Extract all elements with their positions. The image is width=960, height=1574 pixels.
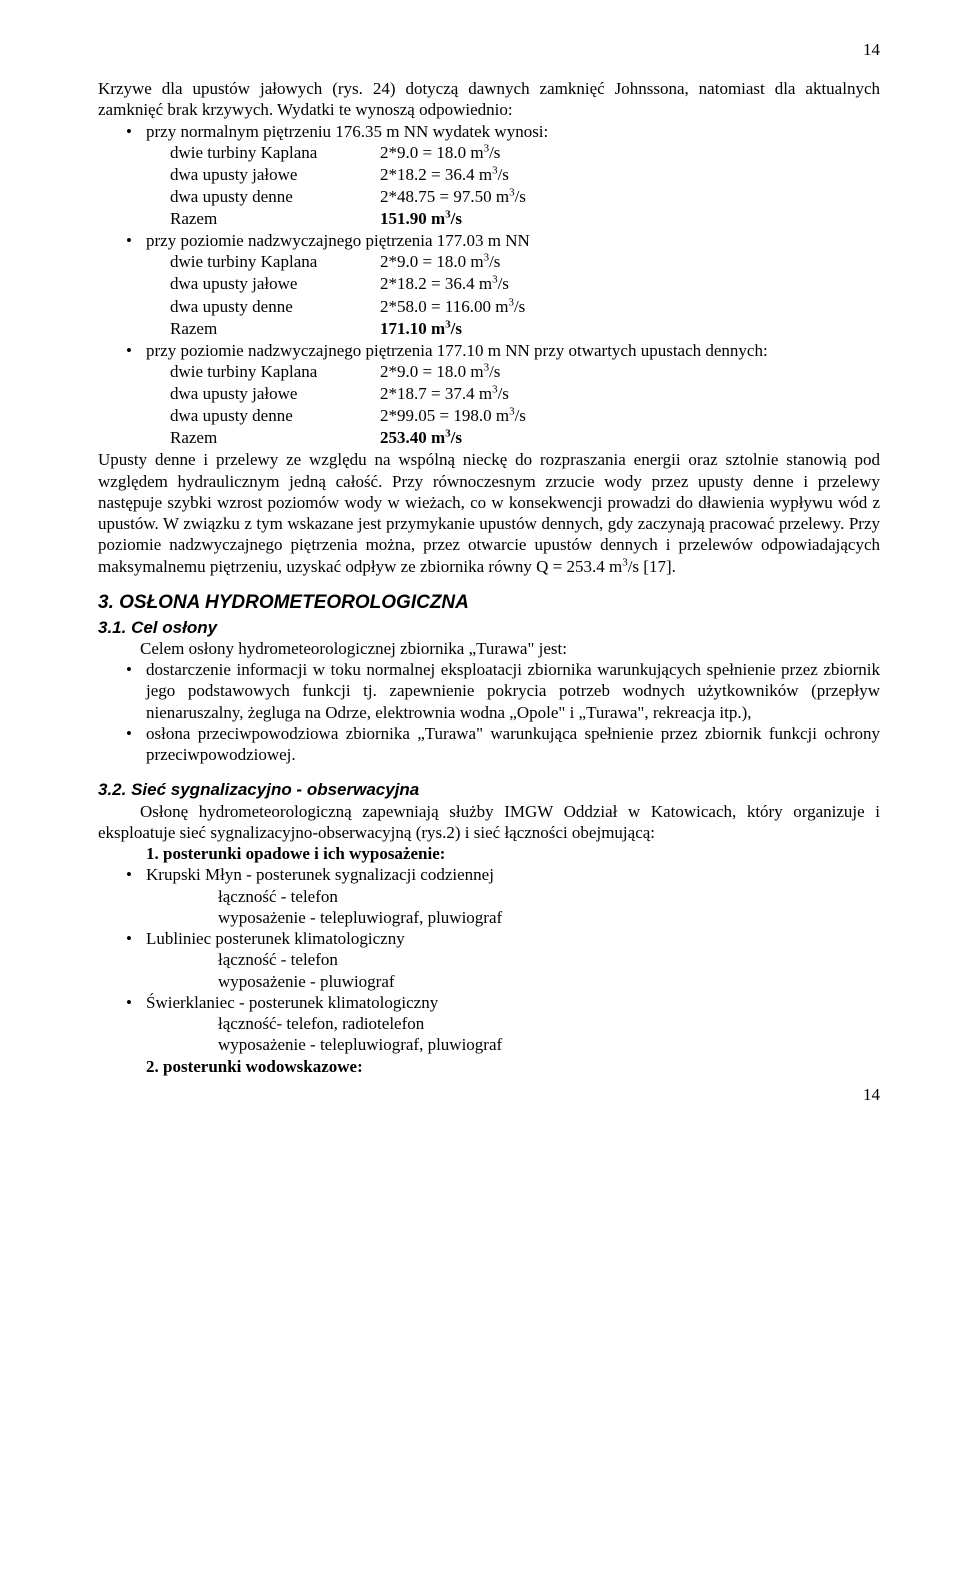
row-label: dwie turbiny Kaplana: [170, 251, 380, 273]
sum-value: 171.10 m3/s: [380, 318, 462, 340]
s31-bullet-2: osłona przeciwpowodziowa zbiornika „Tura…: [98, 723, 880, 766]
bullet-177-10: przy poziomie nadzwyczajnego piętrzenia …: [98, 340, 880, 361]
row-b1-sum: Razem151.90 m3/s: [98, 208, 880, 230]
post-list-2: Lubliniec posterunek klimatologiczny: [98, 928, 880, 949]
s31-intro: Celem osłony hydrometeorologicznej zbior…: [98, 638, 880, 659]
row-value: 2*48.75 = 97.50 m3/s: [380, 186, 526, 208]
sum-value: 253.40 m3/s: [380, 427, 462, 449]
post-list: Krupski Młyn - posterunek sygnalizacji c…: [98, 864, 880, 885]
row-b2-sum: Razem171.10 m3/s: [98, 318, 880, 340]
row-b2-0: dwie turbiny Kaplana2*9.0 = 18.0 m3/s: [98, 251, 880, 273]
expenditure-list: przy normalnym piętrzeniu 176.35 m NN wy…: [98, 121, 880, 142]
post1-l2: wyposażenie - telepluwiograf, pluwiograf: [98, 907, 880, 928]
post-swierklaniec: Świerklaniec - posterunek klimatologiczn…: [98, 992, 880, 1013]
row-value: 2*99.05 = 198.0 m3/s: [380, 405, 526, 427]
sum-label: Razem: [170, 427, 380, 449]
row-label: dwa upusty denne: [170, 296, 380, 318]
page-number-top: 14: [98, 40, 880, 60]
numbered-item-2: 2. posterunki wodowskazowe:: [98, 1056, 880, 1077]
heading-section-3-2: 3.2. Sieć sygnalizacyjno - obserwacyjna: [98, 779, 880, 800]
post2-l2: wyposażenie - pluwiograf: [98, 971, 880, 992]
row-label: dwa upusty denne: [170, 405, 380, 427]
row-value: 2*18.2 = 36.4 m3/s: [380, 273, 509, 295]
page-number-bottom: 14: [98, 1085, 880, 1105]
row-value: 2*18.7 = 37.4 m3/s: [380, 383, 509, 405]
sum-label: Razem: [170, 208, 380, 230]
heading-section-3-1: 3.1. Cel osłony: [98, 617, 880, 638]
row-b3-0: dwie turbiny Kaplana2*9.0 = 18.0 m3/s: [98, 361, 880, 383]
s32-intro: Osłonę hydrometeorologiczną zapewniają s…: [98, 801, 880, 844]
row-label: dwa upusty jałowe: [170, 273, 380, 295]
page: 14 Krzywe dla upustów jałowych (rys. 24)…: [0, 0, 960, 1145]
s31-list: dostarczenie informacji w toku normalnej…: [98, 659, 880, 765]
numbered-item-1: 1. posterunki opadowe i ich wyposażenie:: [98, 843, 880, 864]
post2-l1: łączność - telefon: [98, 949, 880, 970]
row-b1-2: dwa upusty denne2*48.75 = 97.50 m3/s: [98, 186, 880, 208]
bullet-normal-pietrzenie: przy normalnym piętrzeniu 176.35 m NN wy…: [98, 121, 880, 142]
row-b3-2: dwa upusty denne2*99.05 = 198.0 m3/s: [98, 405, 880, 427]
s31-bullet-1: dostarczenie informacji w toku normalnej…: [98, 659, 880, 723]
post-list-3: Świerklaniec - posterunek klimatologiczn…: [98, 992, 880, 1013]
post1-l1: łączność - telefon: [98, 886, 880, 907]
row-b1-0: dwie turbiny Kaplana2*9.0 = 18.0 m3/s: [98, 142, 880, 164]
row-value: 2*9.0 = 18.0 m3/s: [380, 251, 500, 273]
row-b3-sum: Razem253.40 m3/s: [98, 427, 880, 449]
sum-value: 151.90 m3/s: [380, 208, 462, 230]
row-b3-1: dwa upusty jałowe2*18.7 = 37.4 m3/s: [98, 383, 880, 405]
row-b2-2: dwa upusty denne2*58.0 = 116.00 m3/s: [98, 296, 880, 318]
row-label: dwie turbiny Kaplana: [170, 361, 380, 383]
intro-paragraph: Krzywe dla upustów jałowych (rys. 24) do…: [98, 78, 880, 121]
bullet-177-03: przy poziomie nadzwyczajnego piętrzenia …: [98, 230, 880, 251]
row-label: dwie turbiny Kaplana: [170, 142, 380, 164]
row-b1-1: dwa upusty jałowe2*18.2 = 36.4 m3/s: [98, 164, 880, 186]
row-value: 2*9.0 = 18.0 m3/s: [380, 142, 500, 164]
sum-label: Razem: [170, 318, 380, 340]
post-krupski: Krupski Młyn - posterunek sygnalizacji c…: [98, 864, 880, 885]
paragraph-upusty: Upusty denne i przelewy ze względu na ws…: [98, 449, 880, 577]
post3-l2: wyposażenie - telepluwiograf, pluwiograf: [98, 1034, 880, 1055]
expenditure-list-2: przy poziomie nadzwyczajnego piętrzenia …: [98, 230, 880, 251]
row-value: 2*58.0 = 116.00 m3/s: [380, 296, 525, 318]
row-value: 2*9.0 = 18.0 m3/s: [380, 361, 500, 383]
row-b2-1: dwa upusty jałowe2*18.2 = 36.4 m3/s: [98, 273, 880, 295]
row-value: 2*18.2 = 36.4 m3/s: [380, 164, 509, 186]
post-lubliniec: Lubliniec posterunek klimatologiczny: [98, 928, 880, 949]
post3-l1: łączność- telefon, radiotelefon: [98, 1013, 880, 1034]
row-label: dwa upusty jałowe: [170, 383, 380, 405]
heading-section-3: 3. OSŁONA HYDROMETEOROLOGICZNA: [98, 591, 880, 615]
row-label: dwa upusty denne: [170, 186, 380, 208]
expenditure-list-3: przy poziomie nadzwyczajnego piętrzenia …: [98, 340, 880, 361]
row-label: dwa upusty jałowe: [170, 164, 380, 186]
